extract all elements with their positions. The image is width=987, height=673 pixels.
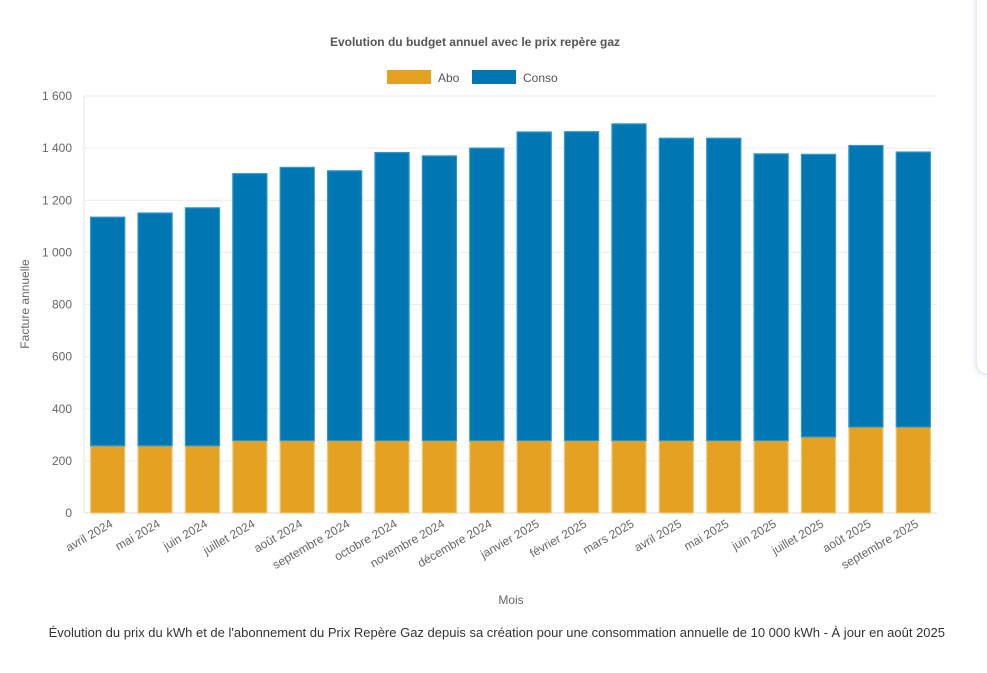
- bar-conso[interactable]: [658, 137, 695, 442]
- x-axis-title: Mois: [498, 593, 523, 607]
- y-axis-ticks: 0 200 400 600 800 1 000 1 200 1 400 1 600: [42, 89, 72, 520]
- bar-abo[interactable]: [184, 445, 221, 514]
- bar-conso[interactable]: [90, 216, 126, 447]
- y-tick-label: 0: [65, 506, 72, 520]
- bar-conso[interactable]: [611, 123, 647, 442]
- x-tick-label: mai 2025: [681, 516, 731, 553]
- y-axis-title: Facture annuelle: [18, 259, 32, 349]
- bar-abo[interactable]: [706, 439, 742, 514]
- bar-conso[interactable]: [848, 144, 884, 428]
- bar-abo[interactable]: [326, 439, 363, 514]
- bar-abo[interactable]: [90, 445, 126, 514]
- legend: Abo Conso: [387, 70, 558, 85]
- bar-abo[interactable]: [658, 439, 695, 514]
- y-tick-label: 1 200: [42, 193, 72, 207]
- bar-conso[interactable]: [279, 166, 315, 442]
- y-tick-label: 800: [52, 298, 72, 312]
- chart: Evolution du budget annuel avec le prix …: [18, 35, 937, 607]
- bar-abo[interactable]: [279, 439, 315, 514]
- bar-conso[interactable]: [563, 131, 600, 442]
- bar-abo[interactable]: [563, 439, 600, 514]
- legend-label-abo[interactable]: Abo: [438, 71, 460, 85]
- x-tick-label: mars 2025: [580, 516, 636, 557]
- bar-abo[interactable]: [800, 436, 837, 514]
- y-tick-label: 400: [52, 402, 72, 416]
- bar-abo[interactable]: [895, 426, 931, 514]
- bar-abo[interactable]: [611, 439, 647, 514]
- bar-conso[interactable]: [469, 147, 505, 442]
- bar-conso[interactable]: [753, 153, 789, 442]
- bar-conso[interactable]: [137, 212, 173, 447]
- chart-caption: Évolution du prix du kWh et de l'abonnem…: [48, 625, 945, 640]
- bars: [90, 123, 931, 514]
- bar-conso[interactable]: [326, 170, 363, 442]
- bar-abo[interactable]: [516, 439, 552, 514]
- x-tick-label: juillet 2024: [200, 516, 258, 557]
- x-tick-label: avril 2025: [632, 516, 684, 554]
- bar-conso[interactable]: [800, 153, 837, 438]
- x-tick-label: avril 2024: [63, 516, 115, 554]
- bar-conso[interactable]: [516, 131, 552, 442]
- bar-abo[interactable]: [137, 445, 173, 514]
- bar-conso[interactable]: [184, 207, 221, 447]
- bar-conso[interactable]: [706, 137, 742, 442]
- bar-abo[interactable]: [232, 439, 268, 514]
- bar-conso[interactable]: [895, 151, 931, 428]
- bar-conso[interactable]: [421, 155, 458, 442]
- y-tick-label: 200: [52, 454, 72, 468]
- legend-swatch-abo[interactable]: [387, 70, 431, 84]
- bar-abo[interactable]: [469, 439, 505, 514]
- bar-conso[interactable]: [374, 151, 410, 442]
- y-tick-label: 600: [52, 350, 72, 364]
- chart-title: Evolution du budget annuel avec le prix …: [330, 35, 620, 49]
- bar-abo[interactable]: [848, 426, 884, 514]
- legend-swatch-conso[interactable]: [472, 70, 516, 84]
- bar-conso[interactable]: [232, 173, 268, 442]
- legend-label-conso[interactable]: Conso: [523, 71, 558, 85]
- y-tick-label: 1 000: [42, 245, 72, 259]
- y-tick-label: 1 600: [42, 89, 72, 103]
- x-tick-label: juillet 2025: [768, 516, 826, 557]
- x-tick-label: mai 2024: [113, 516, 163, 553]
- grid: [83, 95, 937, 514]
- bar-abo[interactable]: [374, 439, 410, 514]
- y-tick-label: 1 400: [42, 141, 72, 155]
- bar-abo[interactable]: [753, 439, 789, 514]
- side-panel: [975, 0, 987, 375]
- bar-abo[interactable]: [421, 439, 458, 514]
